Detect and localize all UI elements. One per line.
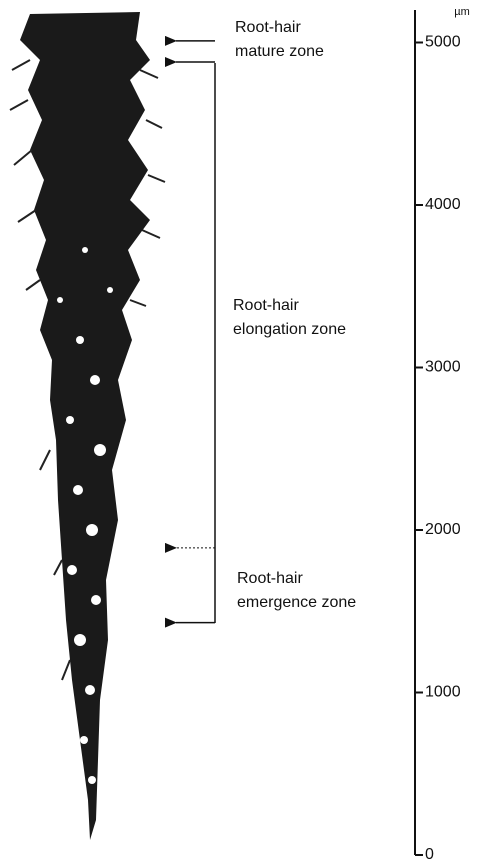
scale-tick-label: 5000	[425, 34, 461, 51]
zone-label: elongation zone	[233, 321, 346, 338]
root-image	[9, 12, 166, 840]
scale-unit: µm	[454, 6, 470, 18]
scale-tick-label: 1000	[425, 684, 461, 701]
root-body	[20, 12, 150, 840]
zone-label: Root-hair	[237, 570, 303, 587]
scale-tick-label: 4000	[425, 196, 461, 213]
root-texture	[57, 247, 113, 784]
zone-label: emergence zone	[237, 594, 356, 611]
zone-label: mature zone	[235, 43, 324, 60]
zone-label: Root-hair	[233, 297, 299, 314]
scale-tick-label: 0	[425, 846, 434, 863]
scale-tick-label: 2000	[425, 521, 461, 538]
root-hairs	[9, 59, 166, 681]
scale-tick-label: 3000	[425, 359, 461, 376]
zone-label: Root-hair	[235, 19, 301, 36]
